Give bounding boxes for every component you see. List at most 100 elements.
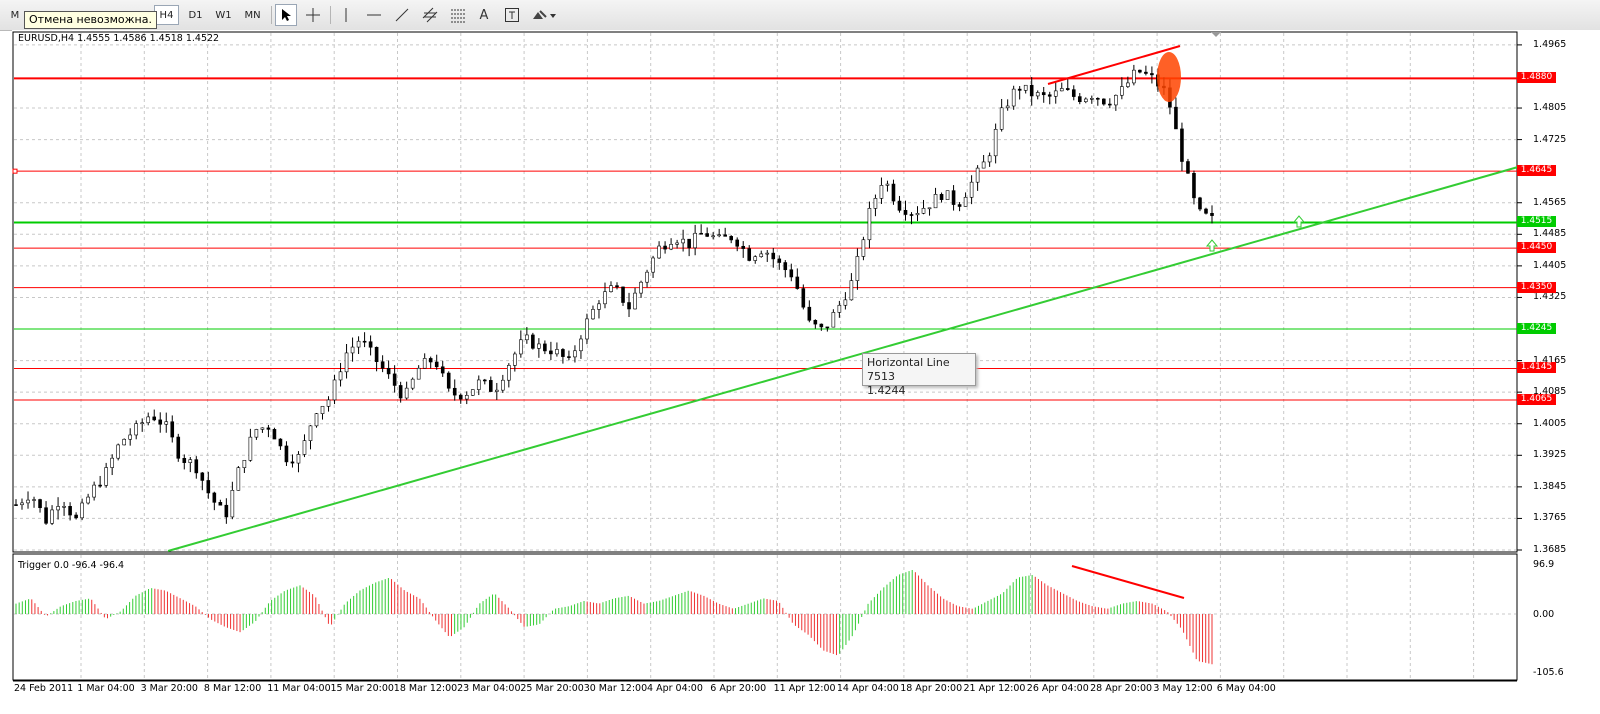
- candle-body: [621, 286, 625, 303]
- time-axis-label: 18 Apr 20:00: [900, 683, 963, 694]
- candle-body: [537, 343, 541, 349]
- candle-body: [188, 459, 193, 463]
- candle-body: [771, 252, 776, 260]
- vertical-line-icon[interactable]: [335, 4, 357, 26]
- timeframe-w1-button[interactable]: W1: [215, 10, 232, 21]
- horizontal-line-price-tag: 1.4645: [1517, 165, 1556, 177]
- candle-body: [567, 356, 571, 358]
- candle-body: [1005, 105, 1010, 109]
- candle-body: [158, 419, 163, 425]
- candle-body: [122, 438, 126, 446]
- indicator-divergence-line: [1071, 565, 1185, 599]
- candle-body: [789, 269, 794, 278]
- timeframe-mn-button[interactable]: MN: [244, 10, 261, 21]
- cursor-icon[interactable]: [275, 4, 297, 26]
- time-axis-label: 3 Mar 20:00: [140, 683, 198, 694]
- price-chart-canvas[interactable]: [12, 30, 1600, 714]
- candle-body: [813, 319, 818, 325]
- candle-body: [92, 484, 96, 498]
- candle-body: [284, 445, 289, 463]
- candle-body: [470, 389, 475, 396]
- time-axis-label: 14 Apr 04:00: [836, 683, 899, 694]
- time-axis-label: 6 Apr 20:00: [710, 683, 767, 694]
- candle-body: [134, 423, 139, 436]
- candle-body: [68, 506, 72, 516]
- candle-body: [651, 257, 655, 273]
- chart-title: EURUSD,H4 1.4555 1.4586 1.4518 1.4522: [18, 33, 220, 44]
- candle-body: [561, 349, 565, 357]
- price-axis-label: 1.4325: [1533, 291, 1567, 303]
- candle-body: [639, 281, 643, 294]
- candle-body: [675, 242, 679, 245]
- candle-body: [861, 239, 866, 257]
- candle-body: [507, 365, 511, 381]
- candle-body: [236, 467, 241, 491]
- candle-body: [116, 444, 120, 459]
- candle-body: [1108, 103, 1112, 106]
- timeframe-partial-button[interactable]: M: [10, 10, 20, 21]
- candle-body: [573, 350, 577, 358]
- candle-body: [224, 504, 229, 518]
- text-label-icon[interactable]: [501, 4, 523, 26]
- candle-body: [428, 358, 433, 363]
- candle-body: [206, 480, 211, 494]
- trendline-icon[interactable]: [391, 4, 413, 26]
- candle-body: [1102, 98, 1106, 105]
- candle-body: [1174, 106, 1178, 130]
- candle-body: [819, 323, 824, 328]
- timeframe-h4-button[interactable]: H4: [154, 5, 179, 25]
- time-axis-label: 24 Feb 2011: [14, 683, 74, 694]
- candle-body: [855, 256, 860, 281]
- hline-tooltip-value: 1.4244: [867, 384, 906, 397]
- candle-body: [555, 349, 559, 355]
- candle-body: [368, 341, 373, 348]
- undo-tooltip: Отмена невозможна.: [24, 11, 157, 29]
- indicator-title: Trigger 0.0 -96.4 -96.4: [18, 560, 125, 571]
- candle-body: [963, 196, 968, 207]
- time-axis-label: 3 May 12:00: [1153, 683, 1213, 694]
- text-icon[interactable]: A: [479, 7, 489, 23]
- candle-body: [831, 312, 836, 328]
- candle-body: [891, 183, 896, 202]
- candle-body: [1132, 69, 1136, 84]
- candle-body: [711, 235, 715, 238]
- candle-body: [482, 379, 487, 382]
- time-axis-label: 11 Apr 12:00: [773, 683, 836, 694]
- candle-body: [1083, 98, 1088, 103]
- candle-body: [807, 306, 812, 321]
- candle-body: [98, 484, 102, 487]
- candle-body: [999, 107, 1004, 130]
- fibonacci-icon[interactable]: [447, 4, 469, 26]
- candle-body: [1029, 84, 1034, 97]
- candle-body: [951, 190, 956, 205]
- candle-body: [837, 304, 842, 313]
- candle-body: [62, 506, 66, 508]
- candle-body: [422, 358, 427, 369]
- time-axis-label: 8 Mar 12:00: [203, 683, 262, 694]
- chart-window[interactable]: [12, 30, 1600, 714]
- candle-body: [242, 459, 247, 468]
- more-objects-icon[interactable]: [530, 4, 560, 26]
- candle-body: [915, 213, 920, 216]
- candle-body: [897, 200, 902, 211]
- timeframe-d1-button[interactable]: D1: [188, 10, 203, 21]
- candle-body: [1126, 82, 1130, 87]
- candle-body: [128, 434, 132, 440]
- indicator-axis-max: 96.9: [1533, 559, 1555, 570]
- candle-body: [392, 373, 397, 386]
- candle-body: [1089, 98, 1094, 100]
- horizontal-line-price-tag: 1.4350: [1517, 281, 1556, 293]
- candle-body: [693, 232, 697, 249]
- buy-arrow-icon: [1205, 239, 1219, 252]
- candle-body: [86, 496, 90, 504]
- horizontal-line-tooltip: Horizontal Line 7513 1.4244: [862, 353, 976, 397]
- candle-body: [386, 367, 391, 375]
- candle-body: [783, 262, 788, 271]
- horizontal-line-icon[interactable]: [363, 4, 385, 26]
- candle-body: [945, 190, 950, 200]
- crosshair-icon[interactable]: [302, 4, 324, 26]
- candle-body: [687, 238, 691, 249]
- equidistant-channel-icon[interactable]: [419, 4, 441, 26]
- candle-body: [446, 372, 451, 389]
- candle-body: [254, 429, 259, 438]
